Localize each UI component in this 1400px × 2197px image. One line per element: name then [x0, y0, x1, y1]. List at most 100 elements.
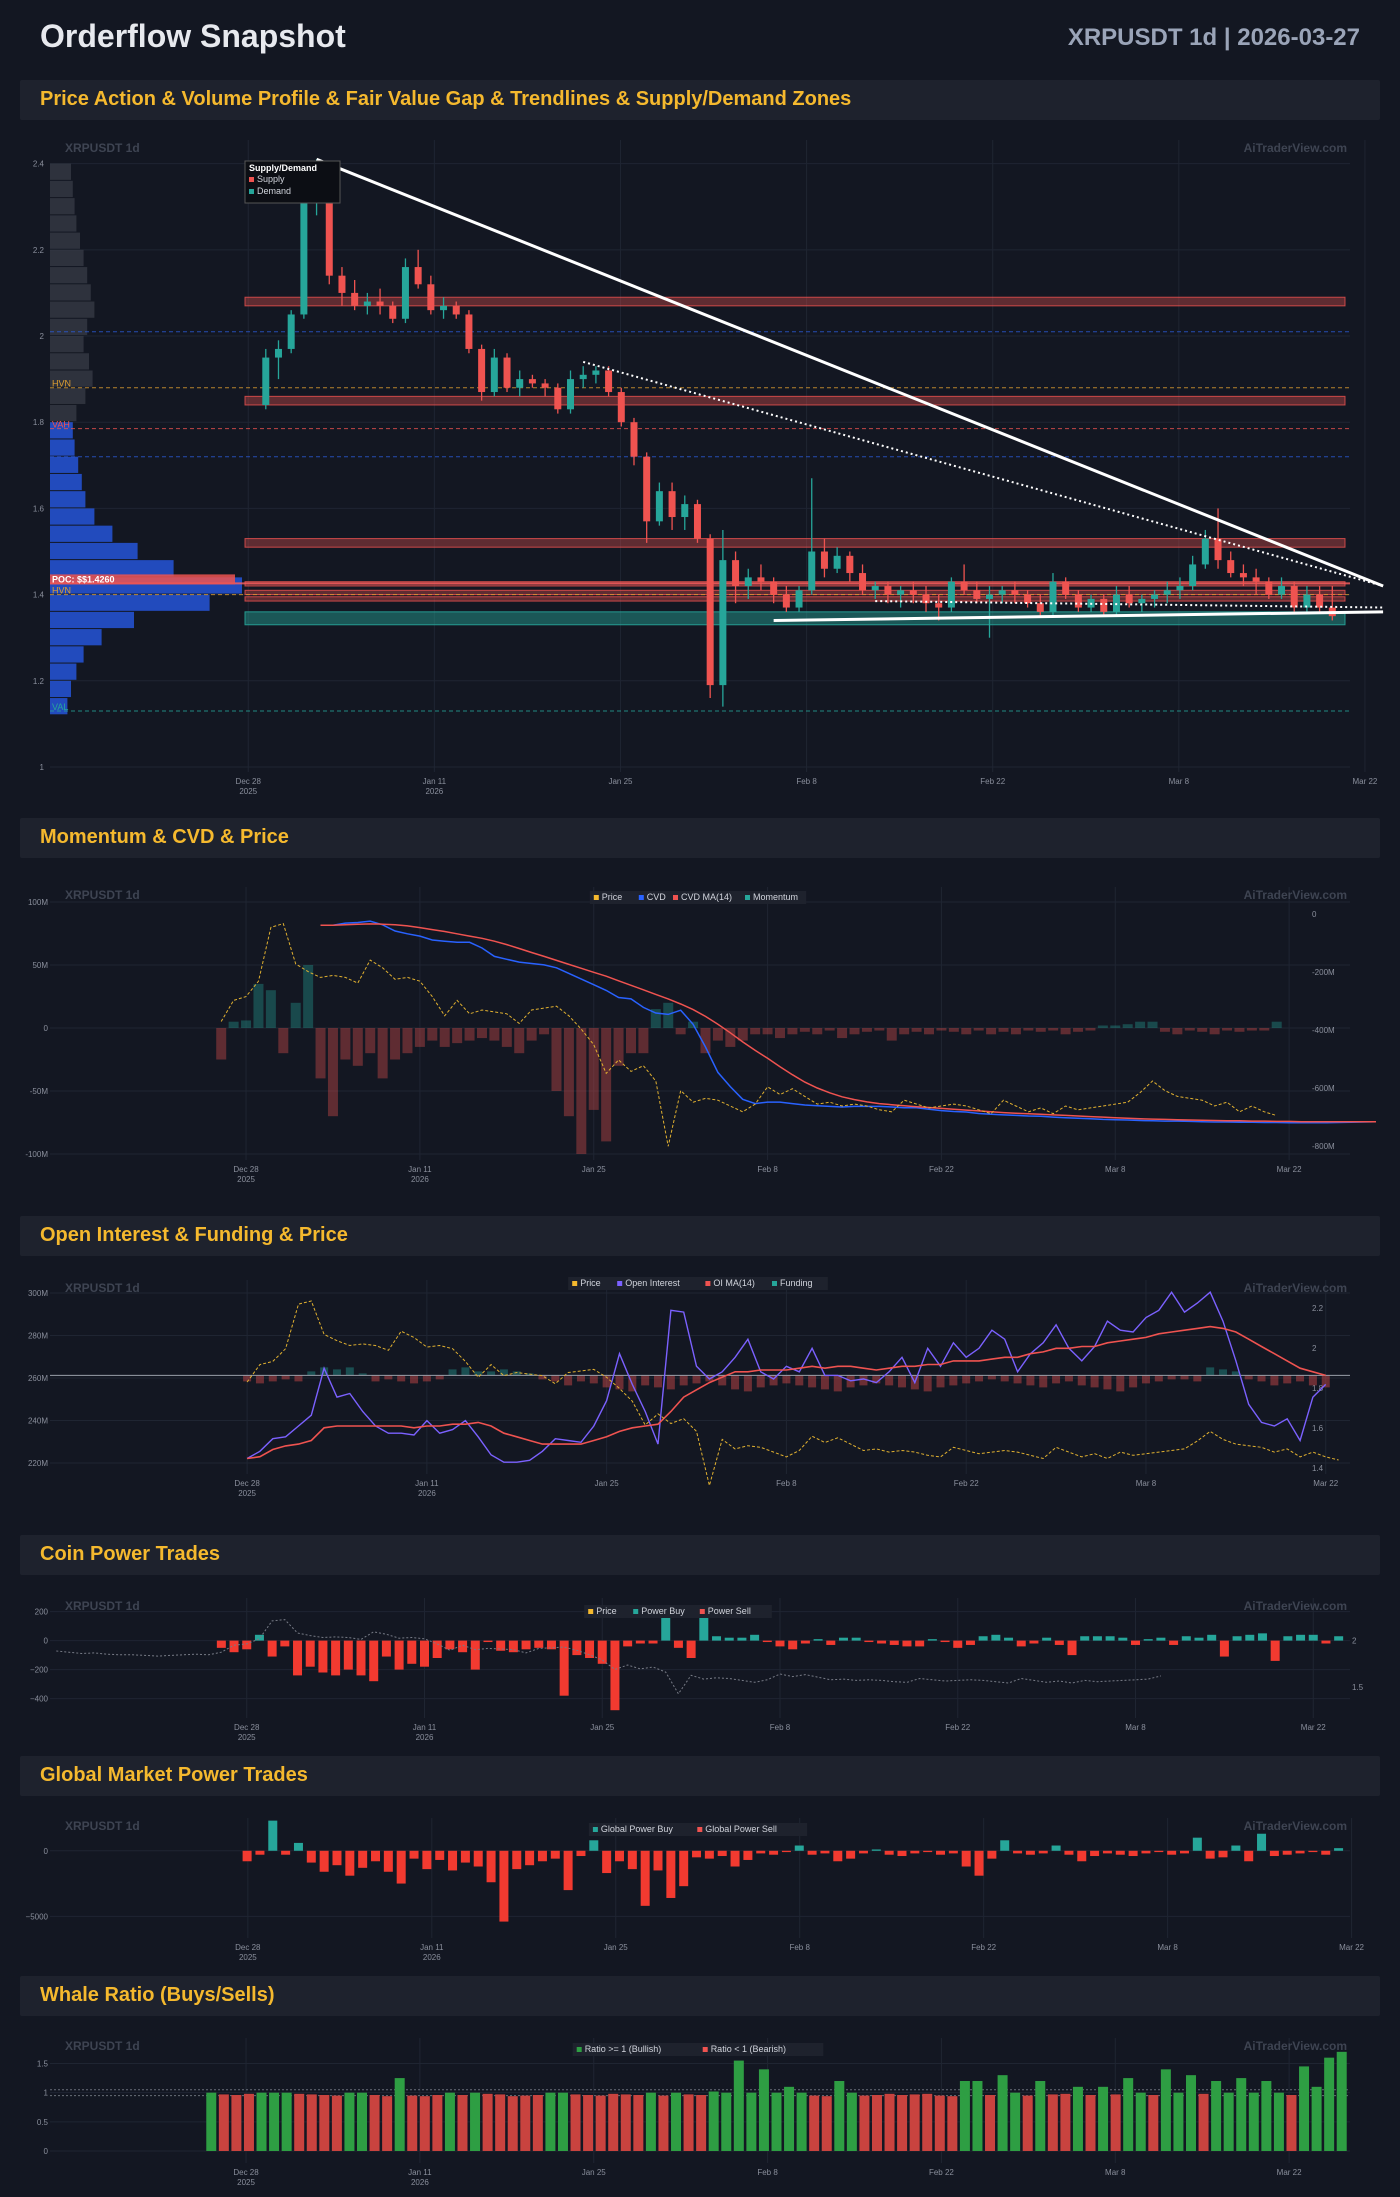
power-bar	[496, 1640, 506, 1651]
momentum-bar	[961, 1028, 972, 1035]
candle-body	[1290, 585, 1298, 608]
volume-profile-bar	[50, 646, 84, 663]
global-power-bar	[1025, 1850, 1035, 1855]
momentum-bar	[936, 1028, 947, 1031]
whale-ratio-bar	[1047, 2094, 1058, 2151]
x-tick-label: Mar 8	[1105, 2168, 1126, 2177]
global-power-bar	[563, 1850, 573, 1891]
volume-profile-bar	[50, 249, 84, 267]
y-tick-label: 1.8	[33, 418, 45, 427]
x-tick-label: Mar 22	[1313, 1479, 1338, 1488]
x-tick-year: 2025	[239, 787, 257, 796]
profile-level-label: HVN	[52, 586, 71, 596]
momentum-bar	[824, 1028, 835, 1031]
candle-body	[1163, 590, 1171, 595]
global-power-bar	[1102, 1850, 1112, 1854]
volume-profile-bar	[50, 456, 79, 473]
watermark-left: XRPUSDT 1d	[65, 1599, 140, 1613]
candle-body	[960, 581, 968, 591]
whale-ratio-bar	[1286, 2095, 1297, 2151]
section-title-whale: Whale Ratio (Buys/Sells)	[40, 1984, 275, 2006]
supply-zone	[244, 538, 1346, 548]
volume-profile-bar	[50, 404, 77, 422]
funding-bar	[268, 1375, 277, 1382]
power-bar	[673, 1640, 683, 1648]
y-tick-label: −400	[30, 1695, 49, 1704]
global-power-bar	[781, 1850, 791, 1853]
candle-body	[681, 504, 689, 518]
y-tick-label-right: 1.6	[1312, 1424, 1324, 1433]
x-tick-label: Feb 22	[945, 1723, 970, 1732]
momentum-bar	[464, 1028, 475, 1041]
candle-body	[693, 504, 701, 539]
y-tick-label-right: 1.5	[1352, 1683, 1364, 1692]
legend-item: Price	[596, 1606, 617, 1616]
funding-bar	[975, 1375, 984, 1382]
global-power-bar	[640, 1850, 650, 1906]
funding-bar	[1167, 1375, 1176, 1380]
global-power-bar	[345, 1850, 355, 1876]
power-bar	[864, 1640, 874, 1643]
power-bar	[1321, 1640, 1331, 1644]
candle-body	[287, 314, 295, 349]
momentum-bar	[1222, 1028, 1233, 1031]
poc-label: POC: $$1.4260	[52, 574, 115, 584]
whale-ratio-bar	[985, 2095, 996, 2151]
legend-swatch	[745, 895, 750, 900]
power-bar	[394, 1640, 404, 1670]
legend-item: Funding	[780, 1278, 813, 1288]
whale-ratio-bar	[972, 2081, 983, 2151]
momentum-bar	[675, 1028, 686, 1035]
legend-swatch	[572, 1281, 578, 1286]
power-bar	[293, 1640, 303, 1676]
candle-body	[884, 585, 892, 595]
open-interest-line	[246, 1290, 1327, 1463]
candle-body	[1316, 594, 1324, 608]
whale-ratio-bar	[909, 2094, 920, 2151]
global-power-bar	[293, 1842, 303, 1851]
momentum-bar	[812, 1028, 823, 1035]
whale-ratio-bar	[470, 2092, 481, 2151]
power-bar	[699, 1611, 709, 1641]
whale-ratio-bar	[595, 2095, 606, 2151]
legend-swatch	[588, 1609, 594, 1614]
momentum-bar	[1048, 1028, 1059, 1031]
whale-ratio-bar	[934, 2095, 945, 2151]
y-tick-label: 50M	[32, 961, 48, 970]
momentum-bar	[886, 1028, 897, 1041]
global-power-bar	[589, 1840, 599, 1851]
oi-ma-line	[246, 1325, 1326, 1460]
whale-ratio-bar	[1311, 2086, 1322, 2151]
power-bar	[534, 1640, 544, 1648]
candle-body	[985, 594, 993, 599]
whale-ratio-bar	[344, 2092, 355, 2151]
whale-ratio-bar	[1035, 2081, 1046, 2151]
x-tick-label: Jan 25	[604, 1943, 629, 1952]
funding-bar	[1052, 1375, 1061, 1384]
legend-swatch	[673, 895, 678, 900]
whale-ratio-bar	[771, 2092, 782, 2151]
candle-body	[541, 383, 549, 388]
global-power-bar	[1154, 1850, 1164, 1853]
global-power-bar	[1128, 1850, 1138, 1857]
momentum-bar	[1259, 1028, 1270, 1031]
global-power-bar	[846, 1850, 856, 1859]
candle-body	[363, 301, 371, 306]
power-bar	[826, 1640, 836, 1645]
x-tick-label: Mar 8	[1105, 1165, 1126, 1174]
power-bar	[305, 1640, 315, 1667]
momentum-bar	[390, 1028, 401, 1060]
momentum-bar	[762, 1028, 773, 1035]
global-power-bar	[756, 1850, 766, 1854]
momentum-bar	[1147, 1021, 1158, 1028]
funding-bar	[666, 1375, 675, 1390]
momentum-bar	[402, 1028, 413, 1054]
candle-body	[579, 374, 587, 380]
candle-body	[1024, 594, 1032, 604]
plot-background	[20, 862, 1380, 1202]
y-tick-label: 2.4	[33, 160, 45, 169]
candle-body	[1138, 598, 1146, 604]
global-power-bar	[1269, 1850, 1279, 1857]
whale-ratio-bar	[1223, 2092, 1234, 2151]
whale-ratio-bar	[708, 2091, 719, 2151]
